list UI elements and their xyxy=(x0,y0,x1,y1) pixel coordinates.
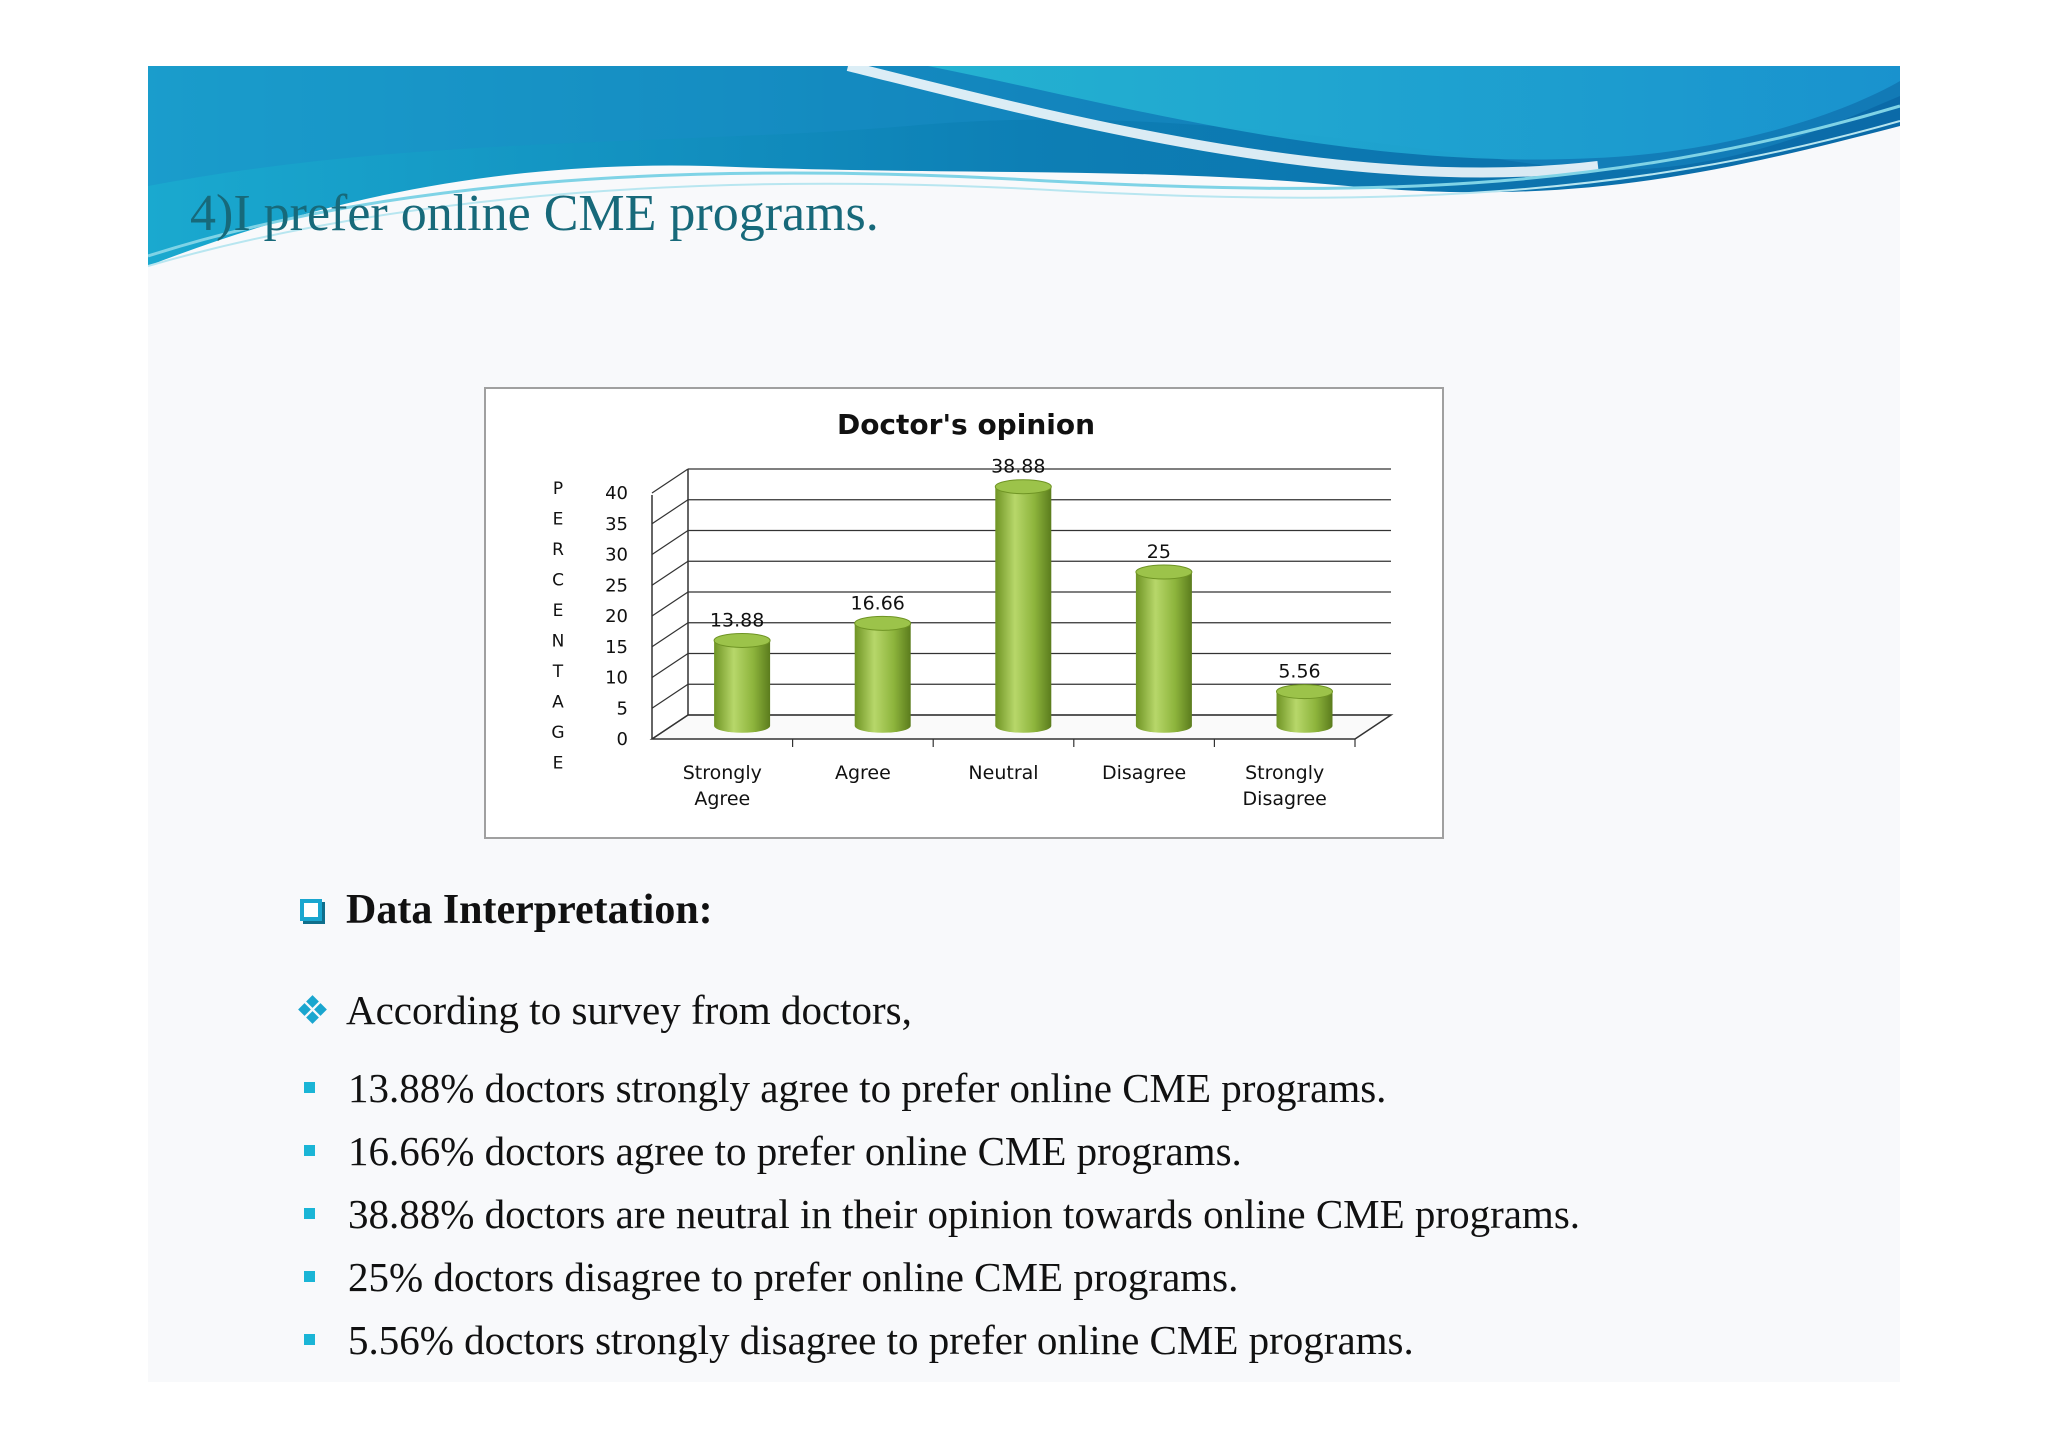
data-label: 13.88 xyxy=(710,609,764,631)
y-label-letter: E xyxy=(553,510,564,530)
y-tick-label: 40 xyxy=(605,483,628,504)
list-item: 38.88% doctors are neutral in their opin… xyxy=(300,1182,1580,1245)
checkbox-bullet-icon xyxy=(300,899,322,921)
slide: 4)I prefer online CME programs. Doctor's… xyxy=(148,66,1900,1382)
list-item: 16.66% doctors agree to prefer online CM… xyxy=(300,1119,1580,1182)
bars xyxy=(713,479,1333,733)
x-axis-categories: Strongly Agree Agree Neutral Disagree Strongl… xyxy=(683,739,1356,810)
category-label: Agree xyxy=(694,788,750,810)
interpretation-heading-text: Data Interpretation: xyxy=(346,887,713,933)
y-tick-label: 5 xyxy=(617,698,628,719)
gridline-depth xyxy=(651,560,689,586)
list-item: 5.56% doctors strongly disagree to prefe… xyxy=(300,1308,1580,1371)
category-label: Agree xyxy=(835,762,891,784)
category-label: Strongly xyxy=(1245,762,1324,784)
y-label-letter: G xyxy=(551,723,564,743)
gridline-depth xyxy=(651,683,689,709)
y-tick-label: 20 xyxy=(605,606,628,627)
bar xyxy=(1135,572,1192,733)
gridline-depth xyxy=(651,499,689,525)
y-tick-label: 30 xyxy=(605,545,628,566)
y-tick-label: 35 xyxy=(605,514,628,535)
square-bullet-icon xyxy=(304,1082,315,1093)
y-label-letter: N xyxy=(552,632,565,652)
gridline-depth xyxy=(651,468,689,494)
interpretation-intro: According to survey from doctors, xyxy=(298,986,912,1034)
bar-top xyxy=(1135,564,1193,580)
y-tick-label: 0 xyxy=(617,729,628,750)
y-tick-label: 10 xyxy=(605,668,628,689)
bar-top xyxy=(994,479,1052,495)
data-label: 5.56 xyxy=(1278,661,1320,683)
category-label: Neutral xyxy=(968,762,1038,784)
interpretation-list: 13.88% doctors strongly agree to prefer … xyxy=(300,1056,1580,1371)
bar xyxy=(1276,691,1333,733)
wave-banner xyxy=(148,66,1900,267)
category-label: Strongly xyxy=(683,762,762,784)
list-item: 13.88% doctors strongly agree to prefer … xyxy=(300,1056,1580,1119)
square-bullet-icon xyxy=(304,1334,315,1345)
data-label: 16.66 xyxy=(850,592,904,614)
category-label: Disagree xyxy=(1102,762,1186,784)
gridline-depth xyxy=(651,714,689,740)
y-label-letter: P xyxy=(553,479,563,499)
diamond-bullet-icon xyxy=(298,995,327,1024)
data-labels: 13.88 16.66 38.88 25 5.56 xyxy=(710,456,1321,683)
y-label-letter: A xyxy=(552,693,564,713)
y-axis-ticks: 0 5 10 15 20 25 30 35 40 xyxy=(605,483,628,750)
gridline-depth xyxy=(651,591,689,617)
bar-top xyxy=(713,632,771,648)
bar xyxy=(995,486,1052,733)
y-label-letter: C xyxy=(552,571,564,591)
y-label-letter: E xyxy=(553,601,564,621)
y-label-letter: T xyxy=(552,662,564,682)
category-label: Disagree xyxy=(1243,788,1327,810)
y-label-letter: E xyxy=(553,754,564,774)
intro-text: According to survey from doctors, xyxy=(346,987,912,1033)
bar xyxy=(714,640,771,733)
chart-title: Doctor's opinion xyxy=(837,408,1095,441)
bar-top xyxy=(1276,684,1333,700)
y-tick-label: 15 xyxy=(605,637,628,658)
data-label: 25 xyxy=(1147,541,1171,563)
y-label-letter: R xyxy=(552,540,564,560)
interpretation-heading: Data Interpretation: xyxy=(300,886,713,934)
gridline-depth xyxy=(651,653,689,678)
gridline-depth xyxy=(651,622,689,648)
bar xyxy=(854,623,911,733)
slide-title: 4)I prefer online CME programs. xyxy=(190,185,879,242)
square-bullet-icon xyxy=(304,1208,315,1219)
list-item: 25% doctors disagree to prefer online CM… xyxy=(300,1245,1580,1308)
y-tick-label: 25 xyxy=(605,575,628,596)
square-bullet-icon xyxy=(304,1145,315,1156)
bar-top xyxy=(854,615,912,631)
square-bullet-icon xyxy=(304,1271,315,1282)
gridline-depth xyxy=(651,530,689,555)
data-label: 38.88 xyxy=(991,456,1045,478)
